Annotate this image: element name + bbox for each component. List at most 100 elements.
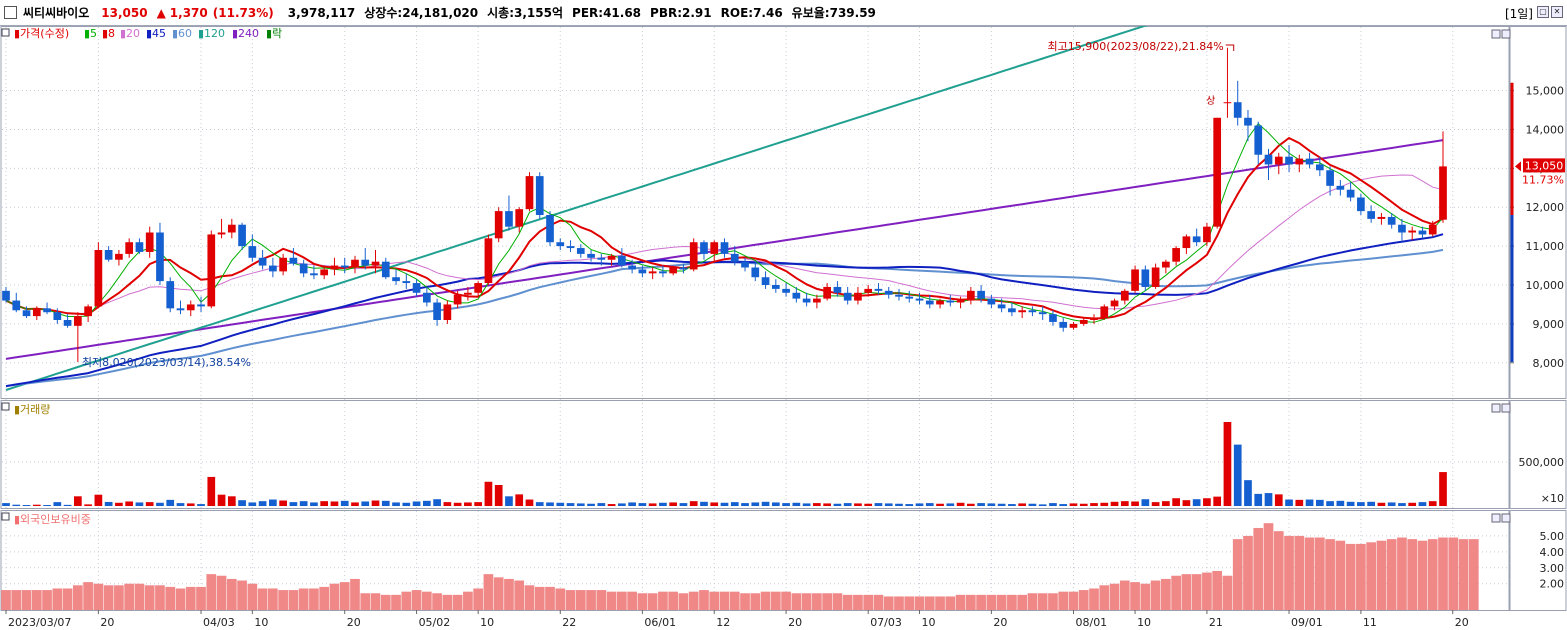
foreign-ratio-bar bbox=[309, 588, 319, 610]
candle-body bbox=[813, 298, 821, 303]
x-tick-label: 08/01 bbox=[1075, 616, 1107, 629]
foreign-ratio-bar bbox=[1304, 537, 1315, 610]
candle-body bbox=[946, 300, 955, 303]
foreign-ratio-bar bbox=[175, 588, 186, 610]
foreign-tick-label: 3.00 bbox=[1540, 562, 1565, 575]
volume-bar bbox=[269, 499, 277, 506]
select-checkbox[interactable] bbox=[4, 6, 17, 19]
foreign-ratio-bar bbox=[1058, 591, 1069, 610]
volume-bar bbox=[895, 503, 903, 506]
volume-bar bbox=[74, 496, 82, 506]
foreign-ratio-bar bbox=[791, 593, 802, 610]
volume-bar bbox=[1408, 502, 1417, 506]
volume-bar bbox=[1254, 493, 1263, 506]
volume-bar bbox=[535, 502, 544, 506]
foreign-ratio-bar bbox=[432, 593, 442, 610]
volume-bar bbox=[915, 503, 924, 506]
low-annotation: 최저8,020(2023/03/14),38.54% bbox=[82, 356, 251, 369]
volume-bar bbox=[936, 503, 944, 506]
candle-body bbox=[351, 259, 359, 268]
window-buttons: ▢ ✕ bbox=[1537, 6, 1563, 18]
ma-8-line bbox=[5, 136, 1444, 320]
restore-icon[interactable]: ▢ bbox=[1537, 6, 1549, 18]
foreign-ratio-bar bbox=[1017, 594, 1028, 610]
foreign-ratio-bar bbox=[709, 591, 720, 610]
candle-body bbox=[156, 232, 164, 282]
foreign-ratio-bar bbox=[185, 586, 196, 610]
foreign-ratio-bar bbox=[1232, 539, 1243, 610]
foreign-ratio-bar bbox=[144, 585, 155, 610]
volume-bar bbox=[1213, 496, 1222, 506]
stock-name: 씨티씨바이오 bbox=[23, 6, 90, 20]
foreign-ratio-bar bbox=[904, 596, 915, 610]
price-change: 1,370 bbox=[169, 5, 208, 20]
foreign-ratio-bar bbox=[473, 588, 484, 610]
period-selector[interactable]: [1일] bbox=[1504, 7, 1533, 21]
limit-up-marker: 상 bbox=[1206, 95, 1215, 107]
foreign-ratio-bar bbox=[894, 596, 904, 610]
candle-body bbox=[125, 242, 134, 254]
foreign-ratio-bar bbox=[986, 594, 997, 610]
volume-bar bbox=[1233, 444, 1242, 506]
current-price-marker bbox=[1515, 161, 1521, 172]
candle-body bbox=[833, 286, 842, 293]
ma-45-line bbox=[5, 233, 1444, 388]
candle-body bbox=[1028, 310, 1037, 313]
candle-body bbox=[176, 308, 185, 311]
foreign-ratio-bar bbox=[832, 593, 843, 610]
foreign-ratio-bar bbox=[1078, 590, 1089, 610]
foreign-ratio-bar bbox=[268, 588, 278, 610]
foreign-ratio-bar bbox=[1027, 593, 1038, 610]
foreign-ratio-bar bbox=[1099, 585, 1110, 610]
foreign-ratio-bar bbox=[1438, 537, 1448, 610]
candle-body bbox=[371, 261, 380, 266]
candle-body bbox=[628, 265, 636, 270]
volume-bar bbox=[422, 500, 431, 506]
volume-bar bbox=[1162, 501, 1170, 506]
foreign-ratio-bar bbox=[288, 590, 299, 610]
volume-bar bbox=[1346, 501, 1355, 506]
market-cap: 시총:3,155억 bbox=[487, 6, 564, 20]
x-tick-label: 21 bbox=[1209, 616, 1223, 629]
foreign-ratio-bar bbox=[996, 594, 1007, 610]
candle-body bbox=[607, 255, 616, 260]
stock-chart[interactable]: 2023/03/07 20 04/03 10 20 05/02 10 22 06/01 12 20 0… bbox=[0, 26, 1567, 630]
volume-bar bbox=[997, 503, 1006, 506]
volume-bar bbox=[320, 501, 329, 506]
volume-bar bbox=[638, 503, 647, 506]
foreign-ratio-bar bbox=[165, 586, 176, 610]
per-value: PER:41.68 bbox=[572, 5, 642, 20]
candle-body bbox=[1069, 323, 1078, 328]
volume-bar bbox=[494, 485, 503, 506]
candle-body bbox=[1439, 166, 1447, 220]
y-tick-label: 14,000 bbox=[1526, 123, 1565, 136]
volume-tick-label: 500,000 bbox=[1519, 456, 1565, 469]
foreign-ratio-bar bbox=[62, 588, 73, 610]
foreign-ratio-bar bbox=[596, 590, 607, 610]
current-price-box bbox=[1523, 158, 1565, 173]
foreign-ratio-bar bbox=[729, 591, 740, 610]
candle-body bbox=[1008, 308, 1016, 313]
foreign-ratio-bar bbox=[1253, 527, 1264, 610]
volume-bar bbox=[700, 501, 708, 506]
candle-body bbox=[84, 306, 92, 317]
axis-frame bbox=[1509, 26, 1567, 399]
candle-body bbox=[884, 290, 893, 295]
foreign-ratio-bar bbox=[206, 574, 217, 610]
volume-bar bbox=[1079, 503, 1088, 506]
close-icon[interactable]: ✕ bbox=[1551, 6, 1563, 18]
foreign-ratio-bar bbox=[627, 591, 637, 610]
volume-bar bbox=[1357, 502, 1365, 506]
foreign-ratio-bar bbox=[617, 591, 627, 610]
volume-bar bbox=[751, 502, 760, 506]
x-tick-label: 10 bbox=[480, 616, 494, 629]
foreign-ratio-bar bbox=[853, 594, 863, 610]
candle-body bbox=[238, 224, 246, 247]
candle-body bbox=[1233, 102, 1242, 118]
candle-body bbox=[1203, 226, 1211, 243]
foreign-ratio-bar bbox=[1417, 540, 1428, 610]
volume-bar bbox=[351, 502, 359, 506]
volume-bar bbox=[679, 503, 688, 506]
volume-bar bbox=[227, 496, 236, 506]
listed-shares: 상장수:24,181,020 bbox=[364, 6, 479, 20]
